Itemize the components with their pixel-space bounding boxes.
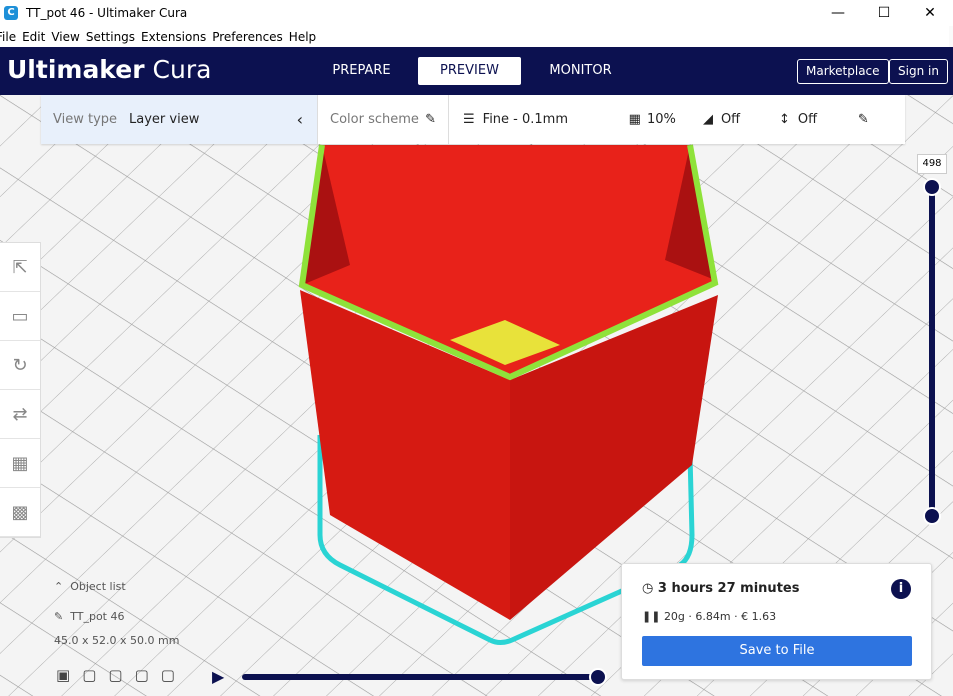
- marketplace-button[interactable]: Marketplace: [797, 59, 889, 84]
- print-settings-button[interactable]: ☰ Fine - 0.1mm ▦ 10% ◢ Off ↕ Off ✎: [463, 112, 869, 127]
- left-view-icon[interactable]: ▢: [134, 666, 149, 684]
- object-panel: ⌃ Object list ✎ TT_pot 46 45.0 x 52.0 x …: [54, 580, 179, 647]
- layer-slider-bottom-handle[interactable]: [923, 507, 941, 525]
- logo: Ultimaker Cura: [7, 55, 212, 84]
- front-view-icon[interactable]: ▢: [82, 666, 97, 684]
- print-time: 3 hours 27 minutes: [657, 581, 800, 596]
- tab-preview[interactable]: PREVIEW: [418, 57, 521, 85]
- color-scheme-button[interactable]: Color scheme ✎: [330, 112, 436, 127]
- app-header: Ultimaker Cura PREPARE PREVIEW MONITOR M…: [0, 47, 953, 95]
- profile-icon: ☰: [463, 112, 475, 127]
- support-icon: ◢: [702, 112, 713, 127]
- scale-tool-icon[interactable]: ▭: [0, 292, 40, 341]
- layer-slider-top-handle[interactable]: [923, 178, 941, 196]
- menu-edit[interactable]: Edit: [22, 29, 46, 44]
- menu-help[interactable]: Help: [288, 29, 317, 44]
- simulation-slider[interactable]: [242, 674, 600, 680]
- object-dimensions: 45.0 x 52.0 x 50.0 mm: [54, 634, 180, 647]
- infill-icon: ▦: [628, 112, 641, 127]
- move-tool-icon[interactable]: ⇱: [0, 243, 40, 292]
- pot-top-rim: [298, 144, 719, 381]
- pencil-icon: ✎: [54, 610, 64, 623]
- top-view-icon[interactable]: ▢: [108, 666, 123, 684]
- view-type-selector[interactable]: View type Layer view ‹: [41, 95, 317, 144]
- menu-extensions[interactable]: Extensions: [141, 29, 207, 44]
- title-bar: C TT_pot 46 - Ultimaker Cura — ☐ ✕: [0, 0, 953, 26]
- view-toolbar: View type Layer view ‹ Color scheme ✎ ☰ F…: [41, 95, 905, 144]
- pot-top-inside: [302, 145, 715, 375]
- tab-prepare[interactable]: PREPARE: [332, 63, 391, 78]
- menu-settings[interactable]: Settings: [85, 29, 136, 44]
- camera-views: ▣ ▢ ▢ ▢ ▢: [56, 666, 175, 684]
- minimize-button[interactable]: —: [831, 5, 845, 21]
- pencil-icon: ✎: [857, 112, 869, 127]
- cura-icon: C: [4, 6, 18, 20]
- info-icon[interactable]: i: [891, 579, 911, 599]
- sign-in-button[interactable]: Sign in: [889, 59, 948, 84]
- menu-file[interactable]: File: [0, 29, 17, 44]
- per-model-settings-icon[interactable]: ▦: [0, 439, 40, 488]
- close-button[interactable]: ✕: [924, 5, 936, 21]
- chevron-left-icon: ‹: [296, 110, 303, 129]
- maximize-button[interactable]: ☐: [877, 5, 891, 21]
- 3d-viewport[interactable]: [0, 95, 953, 696]
- print-summary-panel: ◷ 3 hours 27 minutes i ❚❚ 20g · 6.84m · …: [621, 563, 932, 680]
- pencil-icon: ✎: [425, 112, 436, 127]
- support-blocker-icon[interactable]: ▩: [0, 488, 40, 537]
- simulation-slider-handle[interactable]: [589, 668, 607, 686]
- pot-right-wall: [510, 295, 718, 620]
- adhesion-icon: ↕: [778, 112, 790, 127]
- rotate-tool-icon[interactable]: ↻: [0, 341, 40, 390]
- save-to-file-button[interactable]: Save to File: [642, 636, 912, 666]
- object-name[interactable]: TT_pot 46: [70, 610, 125, 623]
- object-list-toggle[interactable]: ⌃ Object list: [54, 580, 126, 593]
- menu-preferences[interactable]: Preferences: [212, 29, 283, 44]
- layer-number[interactable]: 498: [917, 154, 947, 174]
- skirt-outline: [317, 435, 695, 645]
- clock-icon: ◷: [642, 581, 654, 596]
- tab-monitor[interactable]: MONITOR: [549, 63, 612, 78]
- 3d-view-icon[interactable]: ▣: [56, 666, 71, 684]
- material-icon: ❚❚: [642, 610, 661, 623]
- window-title: TT_pot 46 - Ultimaker Cura: [26, 6, 188, 20]
- material-usage: 20g · 6.84m · € 1.63: [663, 610, 777, 623]
- pot-inner-wall-left: [302, 145, 350, 285]
- chevron-up-icon: ⌃: [54, 580, 64, 593]
- play-icon[interactable]: ▶: [212, 667, 225, 686]
- infill-patch: [450, 320, 560, 365]
- build-plate-scene: [0, 95, 953, 696]
- menu-bar: File Edit View Settings Extensions Prefe…: [0, 26, 949, 47]
- left-toolbar: ⇱ ▭ ↻ ⇄ ▦ ▩: [0, 242, 41, 538]
- right-view-icon[interactable]: ▢: [160, 666, 175, 684]
- view-type-value: Layer view: [129, 112, 200, 127]
- menu-view[interactable]: View: [51, 29, 80, 44]
- pot-inner-wall-right: [665, 145, 715, 280]
- pot-left-wall: [300, 290, 510, 620]
- mirror-tool-icon[interactable]: ⇄: [0, 390, 40, 439]
- layer-slider[interactable]: [929, 186, 935, 518]
